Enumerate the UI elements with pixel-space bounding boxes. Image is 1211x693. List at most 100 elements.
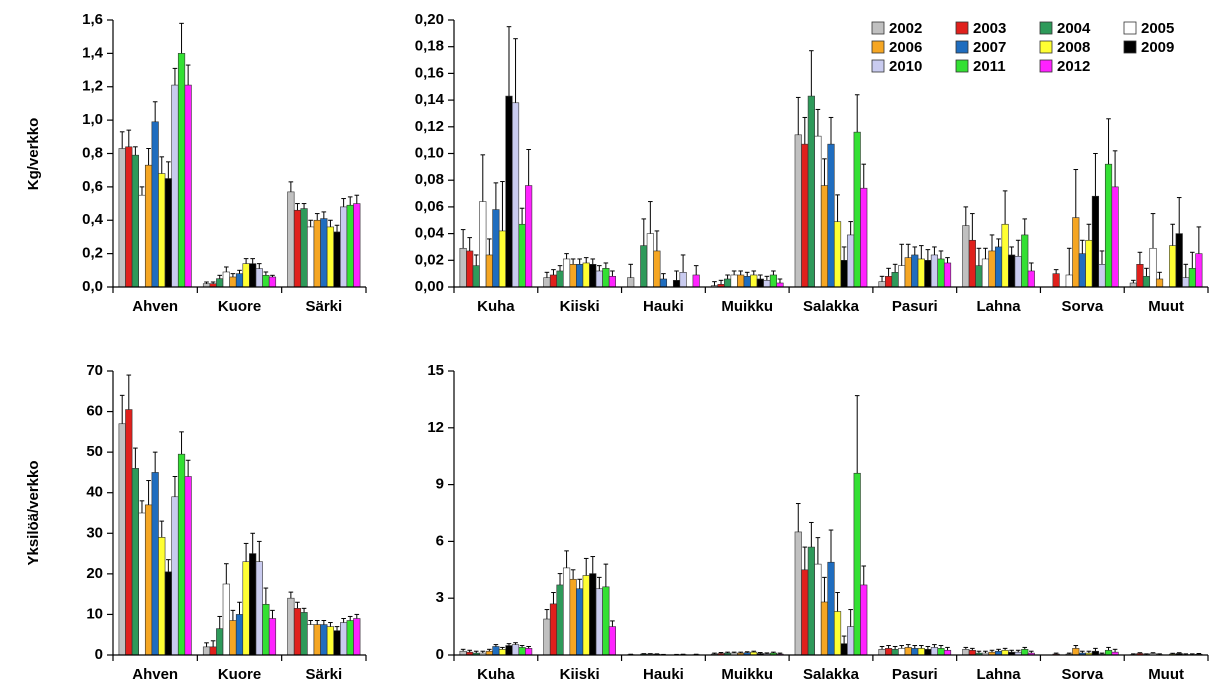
bar (556, 584, 564, 656)
bar (177, 453, 186, 656)
bar (589, 264, 597, 288)
bar (576, 264, 584, 288)
error-bar (1053, 269, 1059, 274)
bar (756, 278, 764, 288)
error-bar (674, 270, 679, 281)
error-bar (119, 131, 125, 149)
y-tick-label: 60 (86, 403, 103, 420)
bar (924, 259, 932, 288)
error-bar (1112, 648, 1118, 653)
error-bar (570, 569, 576, 580)
error-bar (1073, 645, 1079, 649)
error-bar (1086, 650, 1092, 654)
error-bar (237, 269, 242, 274)
error-bar (119, 394, 125, 424)
error-bar (1015, 239, 1021, 257)
error-bar (610, 270, 615, 277)
bar (202, 646, 211, 656)
error-bar (341, 617, 346, 623)
bar (937, 648, 945, 656)
error-bar (526, 148, 531, 186)
error-bar (557, 573, 563, 585)
error-bar (301, 607, 307, 613)
error-bar (321, 620, 327, 625)
error-bar (835, 592, 840, 612)
error-bar (771, 270, 776, 275)
x-tick-label: Hauki (643, 298, 684, 315)
error-bar (919, 245, 924, 259)
error-bar (1144, 267, 1149, 277)
error-bar (583, 257, 589, 263)
error-bar (250, 532, 255, 554)
bar (569, 578, 577, 656)
error-bar (179, 431, 184, 455)
bar (549, 274, 558, 288)
bar (891, 649, 899, 656)
error-bar (519, 645, 525, 648)
y-tick-label: 1,6 (82, 11, 103, 28)
error-bar (654, 230, 660, 251)
error-bar (938, 250, 944, 259)
legend-label: 2009 (1141, 39, 1174, 56)
bar (511, 644, 520, 656)
x-tick-label: Salakka (803, 666, 860, 683)
bar (659, 278, 668, 288)
error-bar (648, 201, 653, 234)
bar (184, 84, 192, 288)
error-bar (295, 203, 300, 211)
error-bar (224, 563, 229, 584)
error-bar (945, 257, 950, 263)
error-bar (473, 254, 479, 266)
error-bar (764, 652, 770, 654)
error-bar (764, 275, 770, 281)
bar (222, 271, 230, 288)
error-bar (738, 270, 743, 275)
series-group (479, 537, 1157, 656)
series-group (492, 116, 1169, 288)
bar (776, 282, 784, 288)
legend-swatch (1123, 40, 1137, 54)
error-bar (133, 447, 138, 469)
bar (763, 280, 771, 288)
bar (807, 546, 815, 656)
error-bar (996, 648, 1001, 652)
error-bar (1112, 150, 1118, 187)
bar (492, 646, 500, 656)
bar (943, 649, 952, 656)
bar (472, 265, 480, 288)
legend-swatch (955, 21, 969, 35)
bar (833, 611, 842, 656)
bar (184, 476, 192, 656)
error-bar (308, 620, 313, 625)
error-bar (835, 194, 840, 222)
error-bar (932, 246, 937, 255)
error-bar (1099, 652, 1105, 655)
error-bar (899, 645, 904, 649)
y-tick-label: 0 (436, 646, 444, 663)
error-bar (204, 642, 209, 647)
x-tick-label: Hauki (643, 666, 684, 683)
bar (131, 468, 139, 656)
error-bar (809, 50, 814, 97)
x-tick-label: Särki (305, 666, 342, 683)
bar (562, 258, 571, 288)
series-group (485, 158, 1164, 288)
x-tick-label: Pasuri (892, 298, 938, 315)
bar (962, 225, 970, 288)
error-bar (577, 258, 582, 265)
error-bar (513, 642, 518, 645)
bar (1085, 239, 1093, 288)
bar (840, 259, 848, 288)
bar (158, 173, 166, 288)
error-bar (152, 451, 158, 473)
error-bar (661, 273, 666, 279)
bar (723, 278, 732, 288)
y-tick-label: 0,16 (415, 64, 444, 81)
bar (293, 608, 302, 656)
error-bar (577, 578, 582, 589)
error-bar (480, 650, 486, 654)
error-bar (983, 650, 988, 654)
error-bar (777, 652, 783, 655)
legend-swatch (871, 59, 885, 73)
error-bar (159, 520, 165, 538)
